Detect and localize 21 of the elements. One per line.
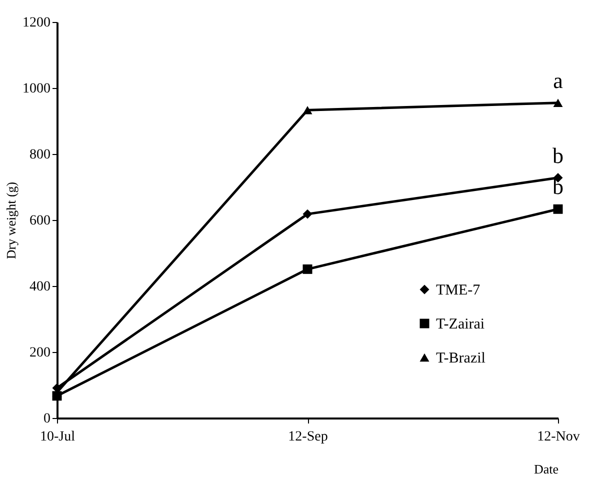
- legend-label: T-Brazil: [436, 350, 486, 366]
- y-tick-label: 800: [30, 148, 50, 162]
- legend-label: TME-7: [436, 282, 481, 298]
- y-tick-label: 1200: [22, 16, 50, 30]
- point: [553, 204, 563, 214]
- annotation: b: [552, 142, 564, 168]
- y-tick-label: 0: [44, 412, 50, 426]
- x-axis-title: Date: [534, 462, 559, 476]
- annotation: a: [553, 68, 564, 93]
- legend-label: T-Zairai: [436, 316, 485, 332]
- x-tick-label: 12-Nov: [537, 430, 580, 444]
- y-tick-label: 600: [30, 214, 50, 228]
- y-tick-label: 1000: [22, 82, 50, 96]
- y-tick-label: 200: [30, 346, 50, 360]
- y-axis-title: Dry weight (g): [4, 182, 18, 260]
- x-tick-label: 12-Sep: [288, 430, 328, 444]
- point: [302, 264, 312, 274]
- x-tick-label: 10-Jul: [40, 430, 76, 444]
- annotation: b: [552, 174, 564, 200]
- y-tick-label: 400: [30, 280, 50, 294]
- point: [302, 209, 312, 219]
